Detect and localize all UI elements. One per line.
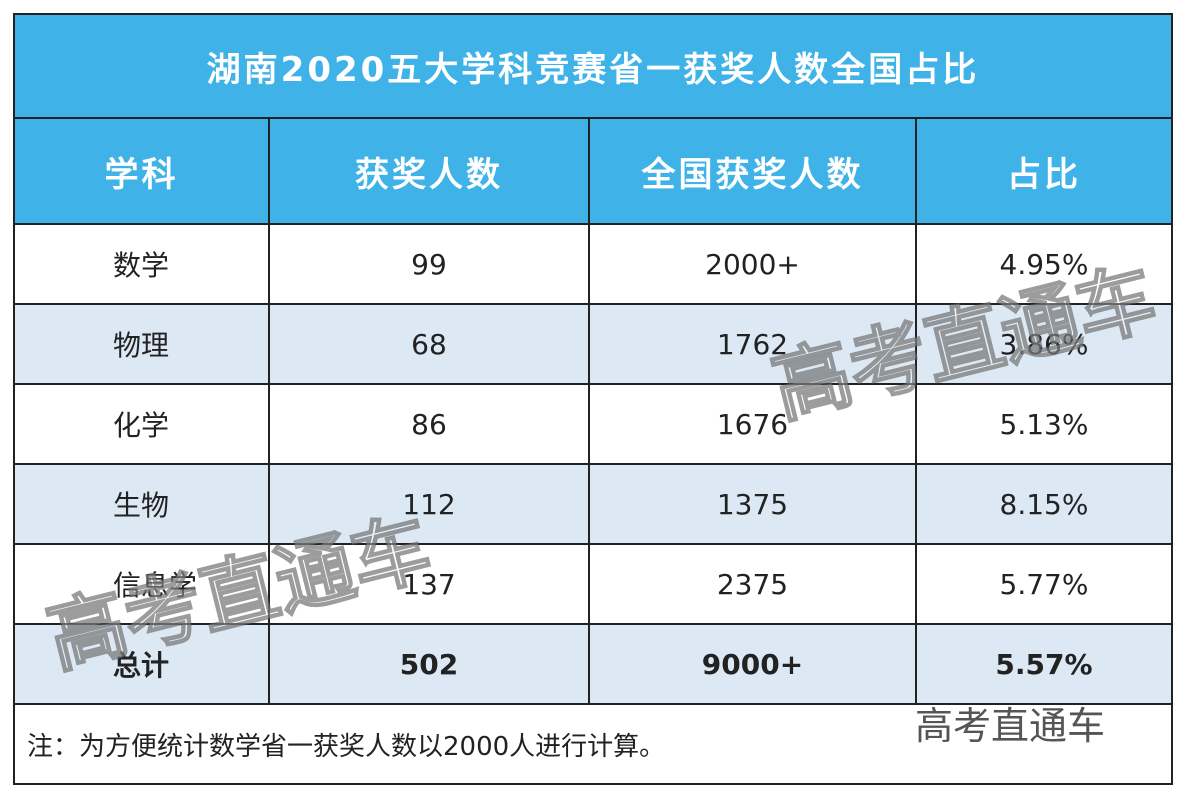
table-cell: 2000+ xyxy=(590,225,917,305)
table-cell: 物理 xyxy=(13,305,270,385)
column-header: 占比 xyxy=(917,119,1173,225)
table-cell: 1762 xyxy=(590,305,917,385)
total-cell: 9000+ xyxy=(590,625,917,705)
total-cell: 5.57% xyxy=(917,625,1173,705)
table-cell: 信息学 xyxy=(13,545,270,625)
table-cell: 数学 xyxy=(13,225,270,305)
column-header: 学科 xyxy=(13,119,270,225)
table-cell: 5.13% xyxy=(917,385,1173,465)
table-cell: 3.86% xyxy=(917,305,1173,385)
column-header: 获奖人数 xyxy=(270,119,590,225)
column-header: 全国获奖人数 xyxy=(590,119,917,225)
table-cell: 5.77% xyxy=(917,545,1173,625)
table-cell: 1676 xyxy=(590,385,917,465)
title: 湖南2020五大学科竞赛省一获奖人数全国占比 xyxy=(13,13,1173,119)
table-cell: 2375 xyxy=(590,545,917,625)
table-cell: 生物 xyxy=(13,465,270,545)
table-cell: 8.15% xyxy=(917,465,1173,545)
table-cell: 化学 xyxy=(13,385,270,465)
total-cell: 502 xyxy=(270,625,590,705)
table-cell: 137 xyxy=(270,545,590,625)
table-cell: 86 xyxy=(270,385,590,465)
table-cell: 99 xyxy=(270,225,590,305)
table-cell: 68 xyxy=(270,305,590,385)
table-cell: 4.95% xyxy=(917,225,1173,305)
note: 注：为方便统计数学省一获奖人数以2000人进行计算。 xyxy=(13,705,1173,785)
total-cell: 总计 xyxy=(13,625,270,705)
table-cell: 1375 xyxy=(590,465,917,545)
table-cell: 112 xyxy=(270,465,590,545)
